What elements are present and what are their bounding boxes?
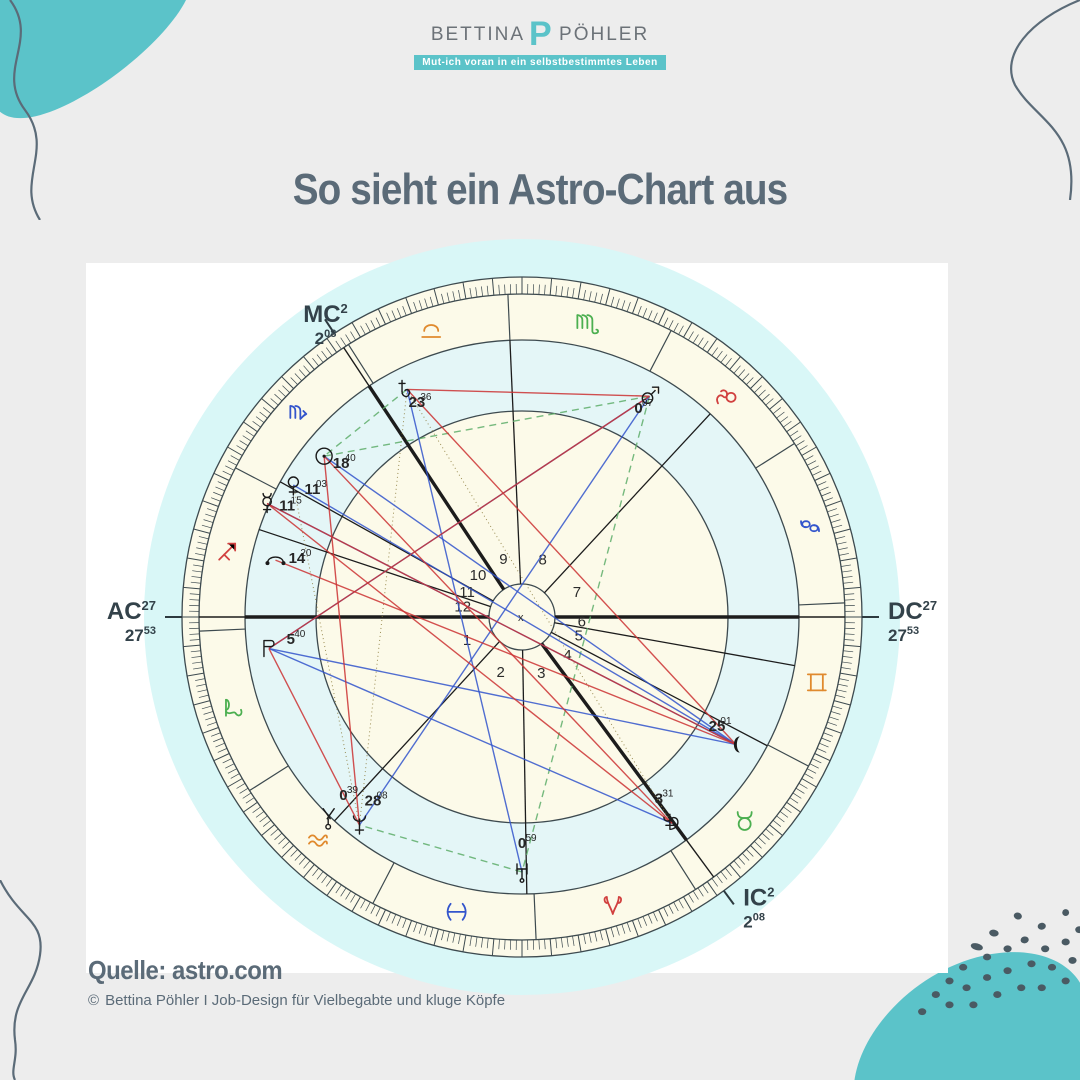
svg-text:P: P <box>529 18 552 52</box>
